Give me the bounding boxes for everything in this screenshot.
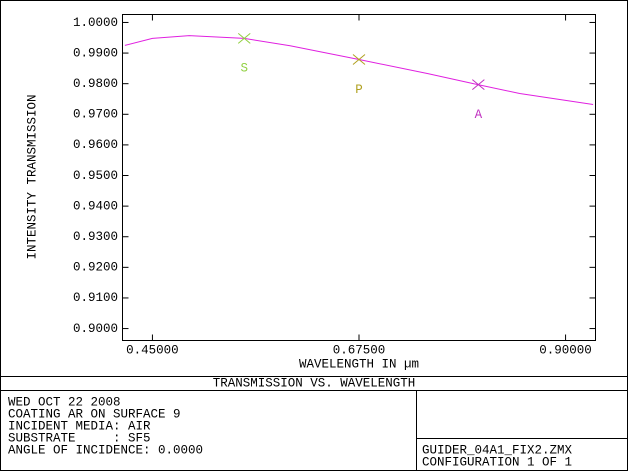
x-tick-label: 0.67500: [333, 343, 386, 357]
chart-title: TRANSMISSION VS. WAVELENGTH: [213, 376, 416, 390]
y-tick-label: 0.9700: [73, 108, 118, 122]
y-tick-label: 0.9400: [73, 199, 118, 213]
y-tick-label: 0.9800: [73, 77, 118, 91]
y-tick-label: 0.9000: [73, 322, 118, 336]
x-tick-label: 0.45000: [126, 343, 179, 357]
info-line: INCIDENT MEDIA: AIR: [8, 419, 151, 433]
configuration: CONFIGURATION 1 OF 1: [422, 455, 572, 469]
y-tick-label: 0.9300: [73, 230, 118, 244]
plot-frame: [122, 14, 596, 341]
transmission-line: [124, 35, 594, 105]
marker: [237, 32, 251, 44]
y-tick-label: 0.9900: [73, 46, 118, 60]
info-line: ANGLE OF INCIDENCE: 0.0000: [8, 443, 203, 457]
marker: [472, 79, 485, 90]
marker-label: A: [475, 108, 483, 122]
marker-label: P: [355, 83, 363, 97]
marker: [352, 54, 366, 65]
y-tick-label: 0.9500: [73, 169, 118, 183]
info-line: WED OCT 22 2008: [8, 395, 121, 409]
y-axis-label: INTENSITY TRANSMISSION: [25, 94, 39, 259]
x-tick-label: 0.90000: [539, 343, 592, 357]
info-line: COATING AR ON SURFACE 9: [8, 407, 181, 421]
y-tick-label: 0.9100: [73, 291, 118, 305]
y-tick-label: 1.0000: [73, 16, 118, 30]
y-tick-label: 0.9200: [73, 261, 118, 275]
file-name: GUIDER_04A1_FIX2.ZMX: [422, 443, 573, 457]
x-axis-label: WAVELENGTH IN µm: [299, 357, 419, 371]
marker-label: S: [240, 62, 248, 76]
info-line: SUBSTRATE : SF5: [8, 431, 151, 445]
y-tick-label: 0.9600: [73, 138, 118, 152]
